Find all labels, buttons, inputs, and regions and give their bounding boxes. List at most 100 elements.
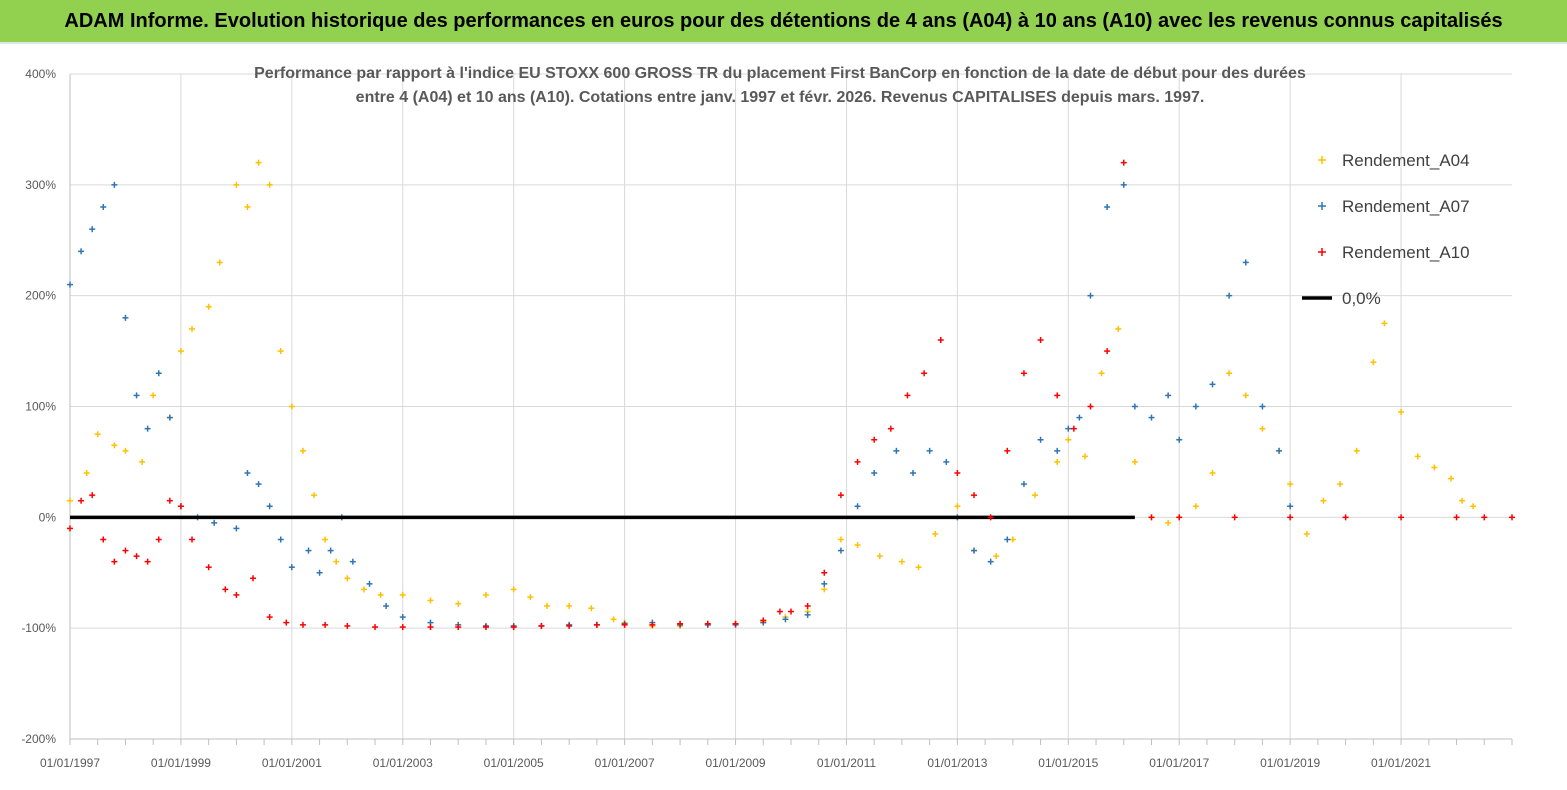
point-rendement_a04	[377, 591, 384, 598]
point-rendement_a07	[78, 248, 85, 255]
point-rendement_a04	[932, 530, 939, 537]
point-rendement_a04	[1098, 370, 1105, 377]
x-tick-label: 01/01/2021	[1371, 756, 1431, 770]
chart-title-line1: Performance par rapport à l'indice EU ST…	[254, 65, 1306, 82]
point-rendement_a07	[804, 611, 811, 618]
point-rendement_a07	[133, 392, 140, 399]
point-rendement_a04	[1065, 436, 1072, 443]
point-rendement_a10	[854, 458, 861, 465]
point-rendement_a04	[344, 575, 351, 582]
x-tick-label: 01/01/2009	[706, 756, 766, 770]
report-banner: ADAM Informe. Evolution historique des p…	[0, 0, 1567, 42]
point-rendement_a07	[1004, 536, 1011, 543]
point-rendement_a04	[1165, 519, 1172, 526]
point-rendement_a10	[1287, 514, 1294, 521]
point-rendement_a04	[1054, 458, 1061, 465]
point-rendement_a04	[915, 564, 922, 571]
point-rendement_a04	[1009, 536, 1016, 543]
chart-area	[0, 42, 1567, 790]
point-rendement_a10	[1481, 514, 1488, 521]
point-rendement_a04	[311, 492, 318, 499]
point-rendement_a07	[1242, 259, 1249, 266]
point-rendement_a07	[327, 547, 334, 554]
point-rendement_a07	[1104, 204, 1111, 210]
point-rendement_a10	[1054, 392, 1061, 399]
y-tick-label: 400%	[25, 67, 56, 81]
point-rendement_a10	[266, 614, 273, 621]
banner-title: ADAM Informe. Evolution historique des p…	[64, 9, 1503, 32]
point-rendement_a07	[1120, 181, 1127, 188]
point-rendement_a10	[1148, 514, 1155, 521]
x-tick-label: 01/01/2017	[1149, 756, 1209, 770]
point-rendement_a07	[316, 569, 323, 576]
point-rendement_a04	[610, 616, 617, 623]
x-tick-label: 01/01/2011	[817, 756, 876, 770]
point-rendement_a04	[1398, 409, 1405, 416]
point-rendement_a04	[1470, 503, 1477, 510]
point-rendement_a10	[1037, 337, 1044, 343]
point-rendement_a04	[1115, 325, 1122, 332]
point-rendement_a10	[189, 536, 196, 543]
point-rendement_a04	[1287, 481, 1294, 488]
point-rendement_a07	[305, 547, 312, 554]
point-rendement_a10	[937, 337, 944, 343]
point-rendement_a04	[898, 558, 905, 565]
point-rendement_a07	[871, 470, 878, 476]
point-rendement_a04	[94, 431, 101, 438]
point-rendement_a07	[943, 458, 950, 465]
point-rendement_a10	[760, 617, 767, 624]
y-tick-label: 0%	[39, 510, 57, 524]
y-tick-label: 300%	[25, 178, 56, 192]
point-rendement_a07	[1020, 481, 1027, 488]
legend-label: Rendement_A10	[1342, 243, 1470, 262]
y-tick-label: 200%	[25, 289, 56, 303]
point-rendement_a10	[837, 492, 844, 499]
x-tick-label: 01/01/1999	[151, 756, 211, 770]
point-rendement_a07	[211, 519, 218, 526]
point-rendement_a10	[1004, 447, 1011, 454]
point-rendement_a04	[1320, 497, 1327, 504]
point-rendement_a07	[399, 614, 406, 621]
point-rendement_a04	[1459, 497, 1466, 504]
chart-axes: 400% 300% 200% 100% 0% -100% -200% 01/01/1997 01…	[21, 67, 1513, 770]
y-tick-label: 100%	[25, 400, 56, 414]
point-rendement_a04	[1431, 464, 1438, 471]
point-rendement_a07	[111, 181, 118, 188]
point-rendement_a10	[67, 525, 73, 532]
point-rendement_a10	[971, 492, 978, 499]
point-rendement_a04	[244, 204, 251, 210]
point-rendement_a10	[704, 620, 711, 627]
point-rendement_a04	[288, 403, 295, 410]
point-rendement_a10	[111, 558, 118, 565]
point-rendement_a04	[299, 447, 306, 454]
point-rendement_a04	[837, 536, 844, 543]
point-rendement_a04	[1259, 425, 1266, 432]
point-rendement_a10	[1453, 514, 1460, 521]
point-rendement_a07	[1192, 403, 1199, 410]
legend-swatch-rendement_a07	[1318, 202, 1326, 210]
point-rendement_a10	[677, 620, 684, 627]
point-rendement_a10	[887, 425, 894, 432]
point-rendement_a04	[189, 325, 196, 332]
point-rendement_a10	[1342, 514, 1349, 521]
point-rendement_a04	[527, 594, 534, 601]
point-rendement_a10	[621, 621, 628, 628]
point-rendement_a10	[1176, 514, 1183, 521]
point-rendement_a10	[399, 624, 406, 631]
x-tick-label: 01/01/2019	[1260, 756, 1320, 770]
point-rendement_a07	[122, 314, 129, 321]
point-rendement_a07	[67, 281, 73, 288]
point-rendement_a04	[216, 259, 223, 266]
point-rendement_a04	[83, 470, 90, 476]
y-tick-label: -200%	[21, 732, 56, 746]
point-rendement_a07	[926, 447, 933, 454]
point-rendement_a04	[876, 553, 883, 560]
chart-title: Performance par rapport à l'indice EU ST…	[140, 62, 1420, 110]
point-rendement_a10	[904, 392, 911, 399]
point-rendement_a07	[1259, 403, 1266, 410]
point-rendement_a07	[1287, 503, 1294, 510]
chart-legend: Rendement_A04 Rendement_A07 Rendement_A10 0…	[1302, 151, 1470, 308]
point-rendement_a10	[133, 553, 140, 560]
